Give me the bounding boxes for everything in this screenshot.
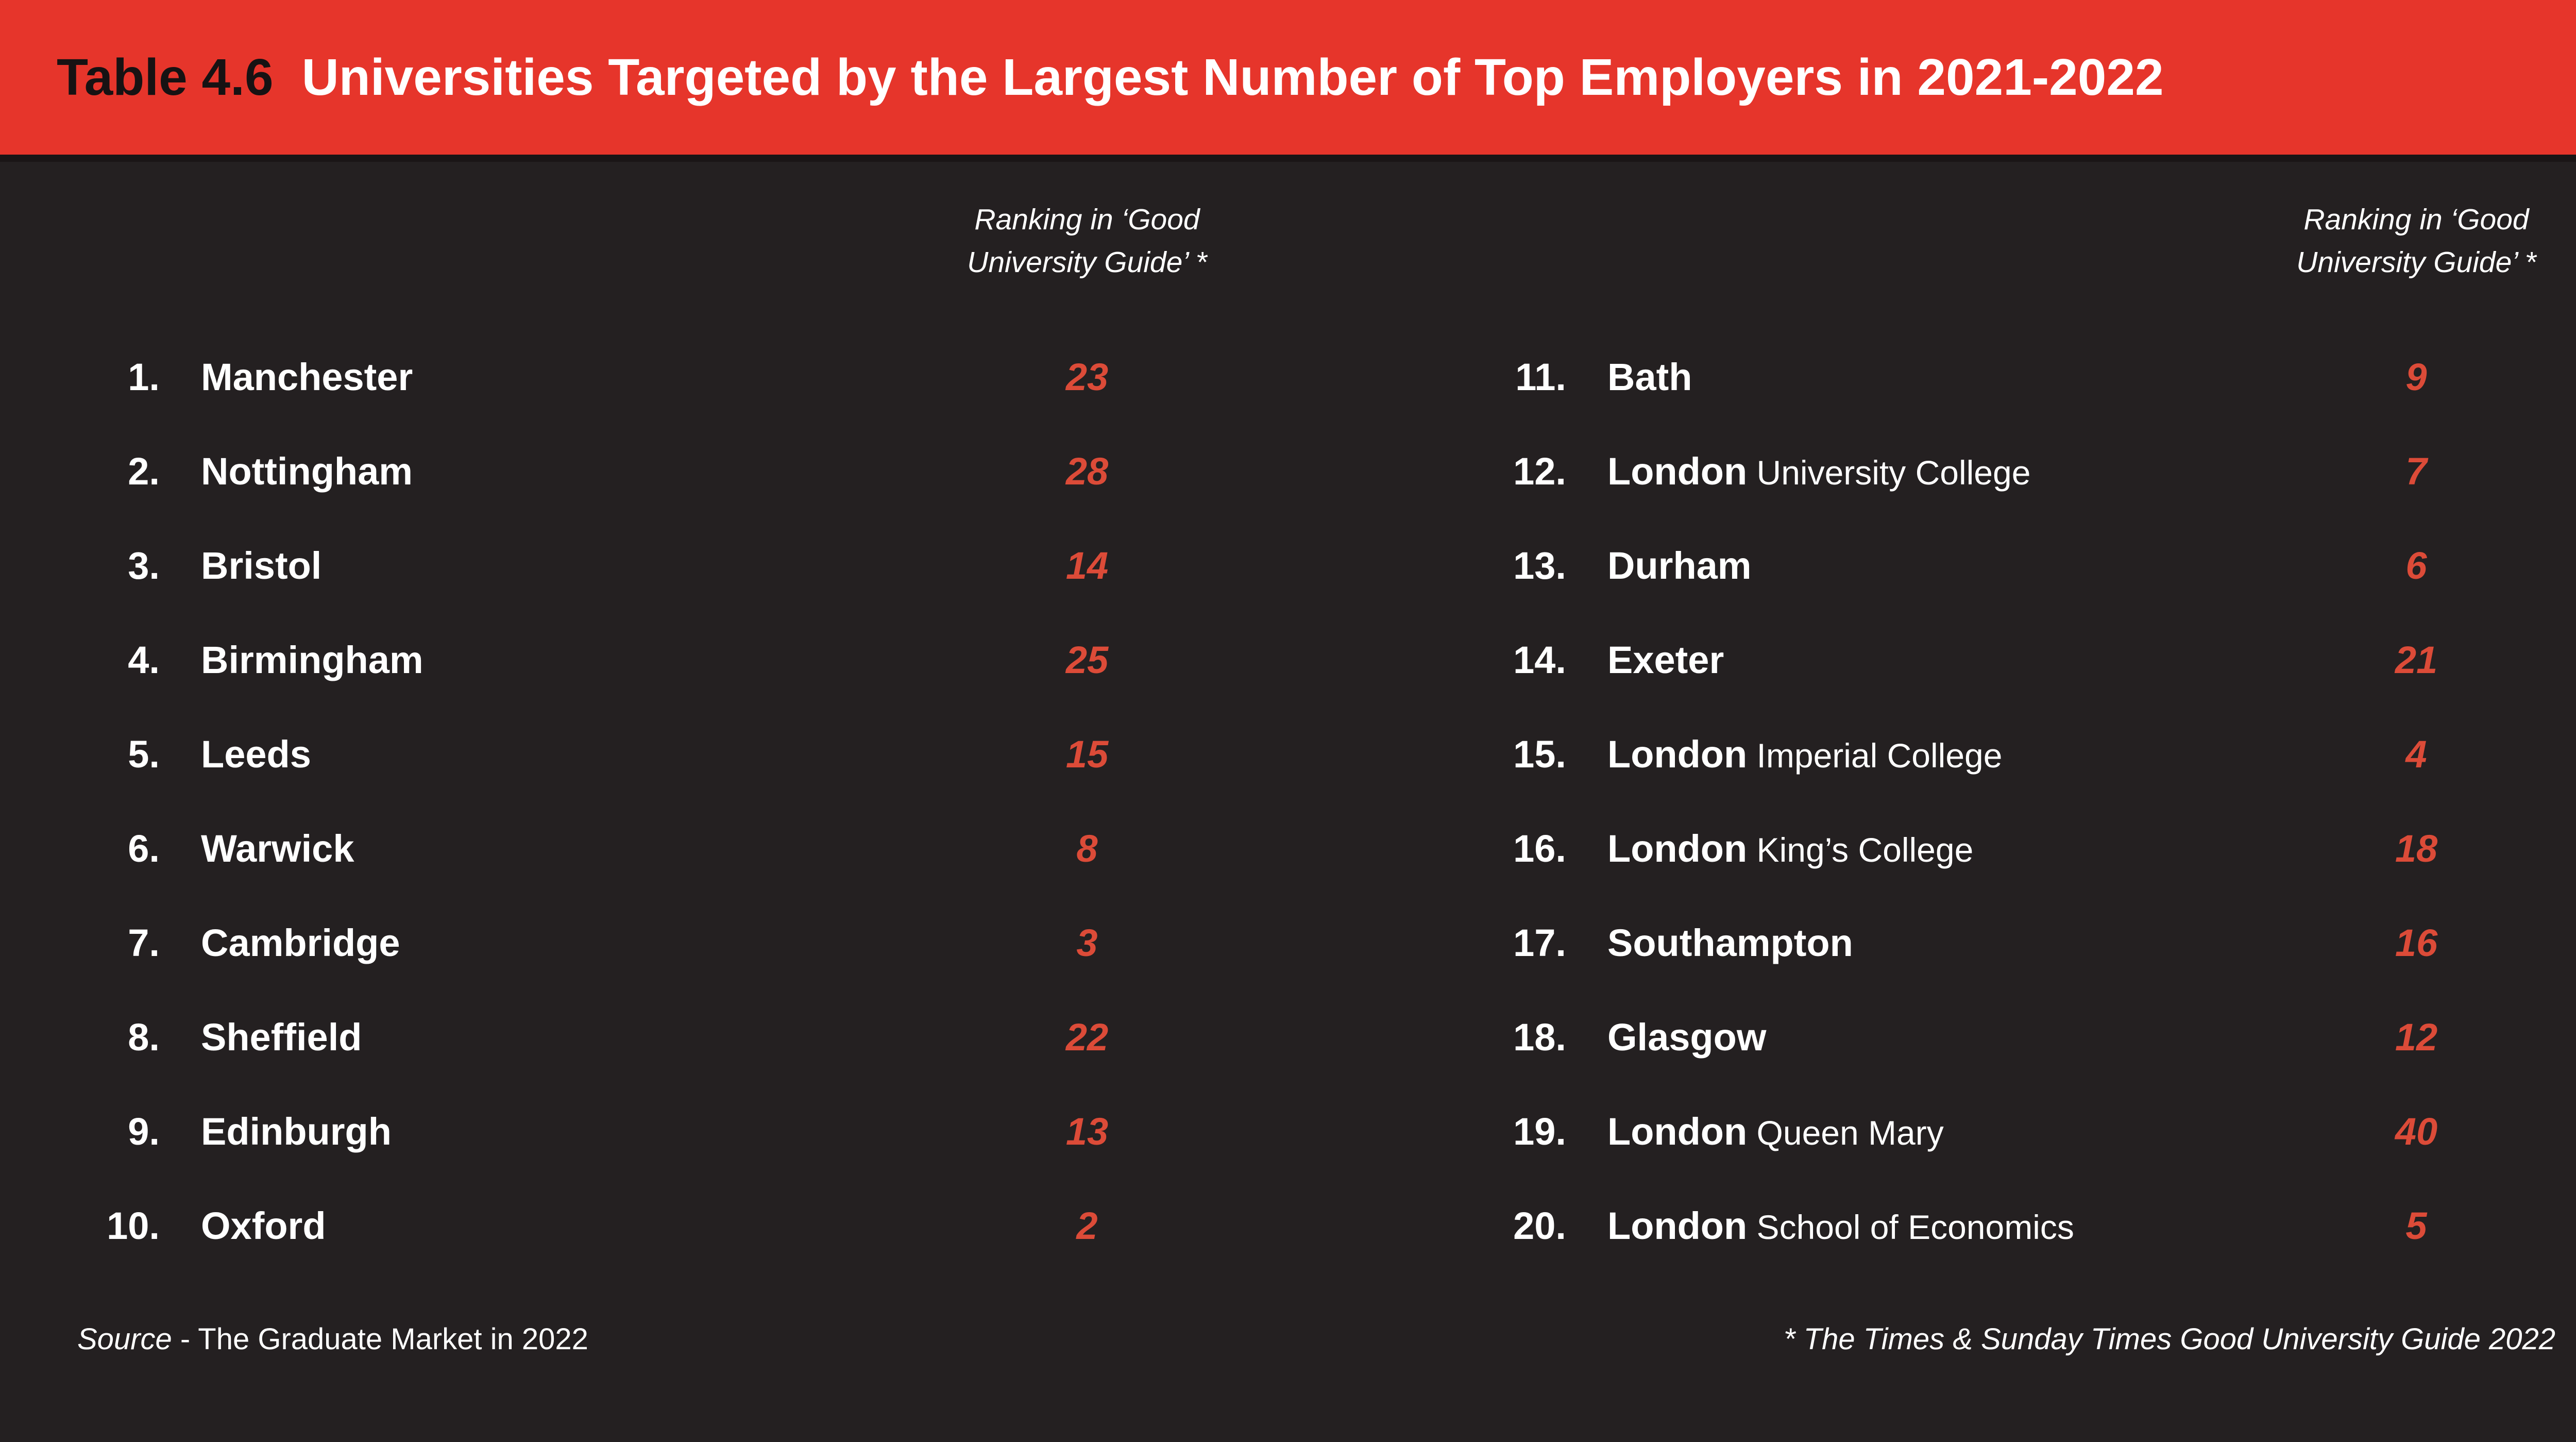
university-sub-name: School of Economics	[1747, 1208, 2074, 1246]
university-name: Cambridge	[201, 921, 400, 964]
university-name: Oxford	[201, 1204, 326, 1247]
table-row: 17. Southampton 16	[1458, 896, 2524, 990]
table-row: 14. Exeter 21	[1458, 613, 2524, 707]
university-name: London School of Economics	[1607, 1204, 2074, 1247]
guide-rank-value: 22	[1065, 1016, 1109, 1059]
guide-rank-value: 7	[2405, 450, 2427, 493]
rank-number: 8.	[128, 1016, 160, 1059]
guide-rank-value: 16	[2395, 921, 2438, 964]
source-text: - The Graduate Market in 2022	[172, 1322, 588, 1356]
rank-number: 18.	[1513, 1016, 1566, 1059]
rank-number: 15.	[1513, 733, 1566, 776]
rank-number: 2.	[128, 450, 160, 493]
guide-ranking-column-header-right: Ranking in ‘Good University Guide’ *	[2296, 203, 2536, 279]
university-name: Glasgow	[1607, 1016, 1767, 1059]
rank-number: 1.	[128, 356, 160, 398]
rank-number: 13.	[1513, 544, 1566, 587]
table-number-label: Table 4.6	[57, 48, 274, 106]
table-row: 12. London University College 7	[1458, 424, 2524, 518]
university-sub-name: Queen Mary	[1747, 1114, 1944, 1152]
university-name: Birmingham	[201, 639, 423, 681]
university-name: Bath	[1607, 356, 1692, 398]
university-name: Nottingham	[201, 450, 413, 493]
table-row: 2. Nottingham 28	[52, 424, 1195, 518]
table-row: 7. Cambridge 3	[52, 896, 1195, 990]
university-name: Manchester	[201, 356, 413, 398]
rank-number: 7.	[128, 921, 160, 964]
table-row: 6. Warwick 8	[52, 801, 1195, 896]
university-name: London King’s College	[1607, 827, 1974, 870]
rank-number: 10.	[107, 1204, 160, 1247]
guide-rank-value: 40	[2395, 1110, 2438, 1153]
rank-number: 14.	[1513, 639, 1566, 681]
table-row: 1. Manchester 23	[52, 330, 1195, 424]
guide-rank-value: 25	[1065, 639, 1109, 681]
rank-number: 12.	[1513, 450, 1566, 493]
table-row: 19. London Queen Mary 40	[1458, 1084, 2524, 1179]
table-row: 5. Leeds 15	[52, 707, 1195, 801]
university-sub-name: University College	[1747, 454, 2031, 492]
title-bar: Table 4.6 Universities Targeted by the L…	[0, 0, 2576, 155]
university-name: Durham	[1607, 544, 1752, 587]
rank-number: 17.	[1513, 921, 1566, 964]
guide-rank-value: 21	[2395, 639, 2438, 681]
guide-rank-value: 14	[1065, 544, 1109, 587]
page-title: Universities Targeted by the Largest Num…	[301, 48, 2164, 106]
source-note: Source - The Graduate Market in 2022	[77, 1322, 588, 1356]
table-row: 3. Bristol 14	[52, 518, 1195, 613]
source-label: Source	[77, 1322, 172, 1356]
university-list-right: 11. Bath 9 12. London University College 7 13.…	[1458, 330, 2524, 1273]
university-name: Exeter	[1607, 639, 1724, 681]
guide-ranking-column-header-left: Ranking in ‘Good University Guide’ *	[967, 203, 1207, 279]
rank-number: 4.	[128, 639, 160, 681]
guide-rank-value: 2	[1076, 1204, 1098, 1247]
table-row: 15. London Imperial College 4	[1458, 707, 2524, 801]
university-sub-name: Imperial College	[1747, 736, 2003, 775]
rank-number: 19.	[1513, 1110, 1566, 1153]
guide-rank-value: 15	[1065, 733, 1109, 776]
university-name: Warwick	[201, 827, 354, 870]
table-row: 13. Durham 6	[1458, 518, 2524, 613]
university-name: London Queen Mary	[1607, 1110, 1944, 1153]
rank-number: 20.	[1513, 1204, 1566, 1247]
table-row: 8. Sheffield 22	[52, 990, 1195, 1084]
university-name: Bristol	[201, 544, 322, 587]
guide-rank-value: 9	[2405, 356, 2427, 398]
university-name: London University College	[1607, 450, 2031, 493]
guide-rank-value: 23	[1065, 356, 1109, 398]
table-row: 4. Birmingham 25	[52, 613, 1195, 707]
university-list-left: 1. Manchester 23 2. Nottingham 28 3. Bristol 14 4…	[52, 330, 1195, 1273]
university-sub-name: King’s College	[1747, 831, 1974, 869]
title-bar-divider	[0, 155, 2576, 162]
university-name: Sheffield	[201, 1016, 362, 1059]
rank-number: 3.	[128, 544, 160, 587]
guide-rank-value: 5	[2405, 1204, 2427, 1247]
guide-rank-value: 6	[2405, 544, 2427, 587]
guide-footnote: * The Times & Sunday Times Good Universi…	[1784, 1322, 2555, 1356]
table-row: 9. Edinburgh 13	[52, 1084, 1195, 1179]
guide-rank-value: 13	[1065, 1110, 1109, 1153]
rank-number: 5.	[128, 733, 160, 776]
guide-rank-value: 28	[1065, 450, 1109, 493]
guide-rank-value: 8	[1076, 827, 1098, 870]
rank-number: 6.	[128, 827, 160, 870]
table-row: 18. Glasgow 12	[1458, 990, 2524, 1084]
rank-number: 16.	[1513, 827, 1566, 870]
university-name: London Imperial College	[1607, 733, 2003, 776]
guide-rank-value: 4	[2405, 733, 2427, 776]
rank-number: 11.	[1515, 356, 1566, 398]
guide-rank-value: 18	[2395, 827, 2438, 870]
university-name: Southampton	[1607, 921, 1853, 964]
guide-rank-value: 12	[2395, 1016, 2438, 1059]
table-row: 16. London King’s College 18	[1458, 801, 2524, 896]
university-name: Leeds	[201, 733, 311, 776]
guide-rank-value: 3	[1076, 921, 1098, 964]
university-name: Edinburgh	[201, 1110, 392, 1153]
table-row: 20. London School of Economics 5	[1458, 1179, 2524, 1273]
rank-number: 9.	[128, 1110, 160, 1153]
table-row: 11. Bath 9	[1458, 330, 2524, 424]
table-row: 10. Oxford 2	[52, 1179, 1195, 1273]
